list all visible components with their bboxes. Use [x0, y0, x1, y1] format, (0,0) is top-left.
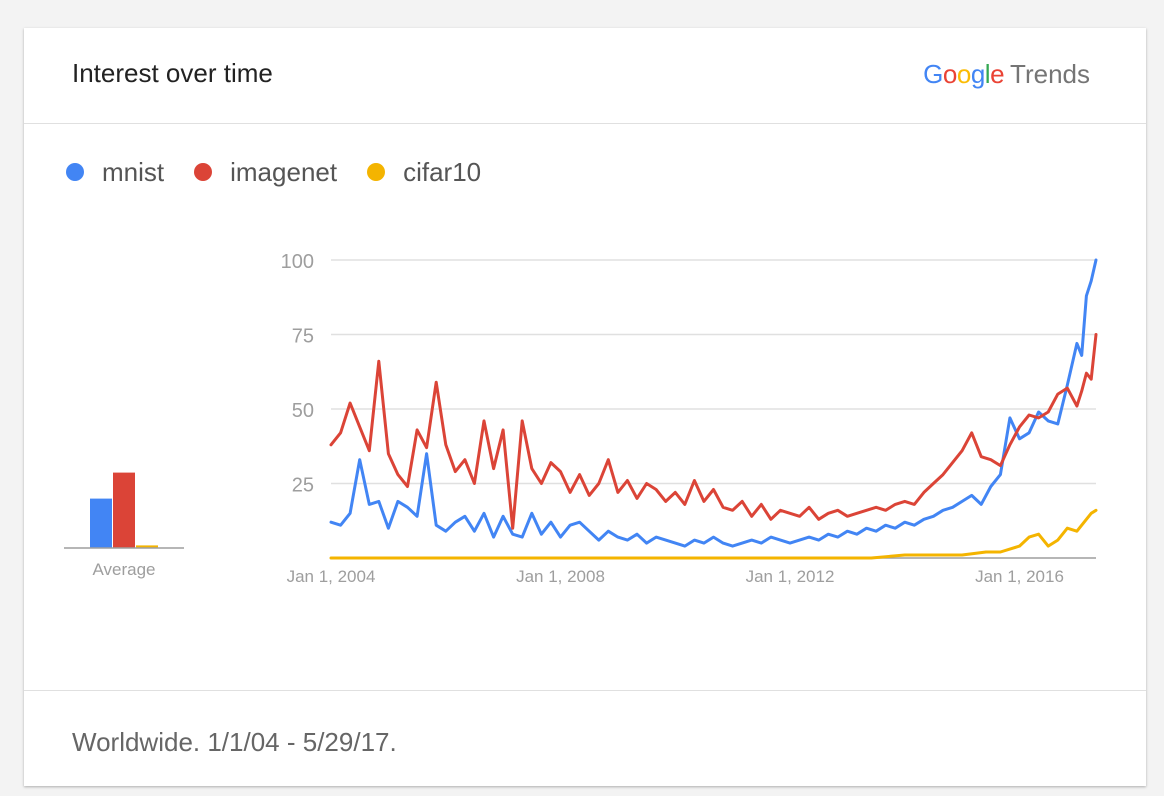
legend-item-mnist[interactable]: mnist [66, 157, 164, 188]
average-bar-mnist[interactable] [90, 498, 112, 548]
google-letter: o [956, 59, 971, 89]
x-tick-label: Jan 1, 2008 [516, 567, 605, 586]
interest-over-time-card: Interest over time Google Trends mnist ima… [24, 28, 1146, 786]
average-label: Average [92, 560, 155, 579]
y-axis-ticks: 25 50 75 100 [281, 251, 314, 497]
average-bar-imagenet[interactable] [113, 472, 135, 548]
trends-wordmark: Trends [1010, 59, 1090, 89]
interest-chart: Average 25 50 75 100 Jan 1, 2004 Jan 1, 2008… [64, 251, 1098, 586]
google-trends-logo[interactable]: Google Trends [923, 59, 1090, 90]
average-bar-cifar10[interactable] [136, 545, 158, 548]
legend-label: cifar10 [403, 156, 482, 187]
average-bar-chart: Average [64, 472, 184, 579]
legend-item-cifar10[interactable]: cifar10 [367, 157, 481, 188]
y-tick-label: 100 [281, 251, 314, 273]
google-letter: l [984, 59, 991, 89]
x-tick-label: Jan 1, 2016 [975, 567, 1064, 586]
y-tick-label: 25 [292, 475, 314, 497]
legend-dot-icon [367, 163, 386, 181]
google-letter: e [990, 59, 1005, 89]
card-header: Interest over time Google Trends [24, 28, 1146, 124]
legend-item-imagenet[interactable]: imagenet [194, 157, 337, 188]
x-tick-label: Jan 1, 2004 [287, 567, 376, 586]
legend-dot-icon [194, 163, 213, 181]
x-tick-label: Jan 1, 2012 [746, 567, 835, 586]
series-line-mnist[interactable] [329, 258, 1098, 548]
chart-series [329, 258, 1098, 560]
legend-dot-icon [66, 163, 84, 181]
series-line-imagenet[interactable] [329, 333, 1098, 530]
legend-label: mnist [102, 156, 165, 187]
chart-gridlines [331, 259, 1096, 559]
x-axis-ticks: Jan 1, 2004 Jan 1, 2008 Jan 1, 2012 Jan 1, … [287, 567, 1064, 586]
chart-area: Average 25 50 75 100 Jan 1, 2004 Jan 1, 2008… [24, 208, 1146, 648]
region-date-range: Worldwide. 1/1/04 - 5/29/17. [72, 727, 397, 757]
series-line-cifar10[interactable] [329, 508, 1098, 560]
card-footer: Worldwide. 1/1/04 - 5/29/17. [24, 690, 1146, 787]
google-letter: g [970, 59, 985, 89]
chart-legend: mnist imagenet cifar10 [66, 156, 511, 188]
google-letter: o [942, 59, 957, 89]
google-wordmark: Google [923, 59, 1004, 89]
legend-label: imagenet [230, 156, 338, 187]
y-tick-label: 75 [292, 326, 314, 348]
card-title: Interest over time [72, 58, 273, 88]
google-letter: G [923, 59, 943, 89]
y-tick-label: 50 [292, 400, 314, 422]
